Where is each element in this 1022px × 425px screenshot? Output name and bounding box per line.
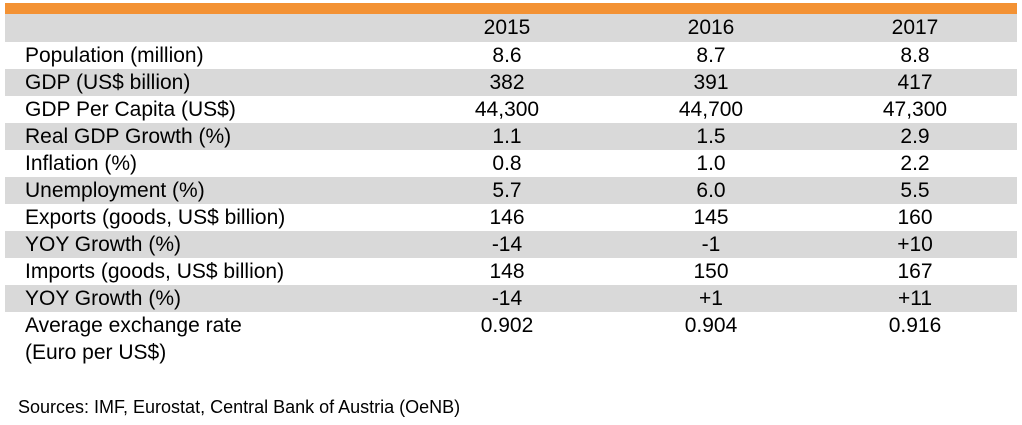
cell-2015: 146 <box>489 206 525 229</box>
header-2016: 2016 <box>687 16 735 39</box>
table-row: Average exchange rate (Euro per US$) 0.9… <box>5 312 1017 367</box>
cell-2016: 1.0 <box>696 152 726 175</box>
row-label: Imports (goods, US$ billion) <box>25 260 285 283</box>
cell-2017: 5.5 <box>900 179 930 202</box>
cell-2016: -1 <box>701 233 721 256</box>
cell-2015: 44,300 <box>474 98 540 121</box>
cell-2017: 2.2 <box>900 152 930 175</box>
cell-2016: 391 <box>693 71 729 94</box>
table-row: GDP (US$ billion) 382 391 417 <box>5 69 1017 96</box>
table-row: Exports (goods, US$ billion) 146 145 160 <box>5 204 1017 231</box>
row-label: YOY Growth (%) <box>25 233 181 256</box>
cell-2015: 0.8 <box>492 152 522 175</box>
row-label: Population (million) <box>25 44 204 67</box>
cell-2017: 47,300 <box>882 98 948 121</box>
economic-indicators-table: 2015 2016 2017 Population (million) 8.6 … <box>5 14 1017 367</box>
row-label-line-1: Average exchange rate <box>25 314 242 337</box>
row-label-line-2: (Euro per US$) <box>25 341 167 364</box>
cell-2015: 8.6 <box>492 44 522 67</box>
cell-2015: -14 <box>491 233 523 256</box>
cell-2016: +1 <box>699 287 723 310</box>
table-row: YOY Growth (%) -14 -1 +10 <box>5 231 1017 258</box>
cell-2017: 2.9 <box>900 125 930 148</box>
cell-2015: 0.902 <box>480 314 534 337</box>
cell-2016: 6.0 <box>696 179 726 202</box>
cell-2017: 8.8 <box>900 44 930 67</box>
row-label: GDP (US$ billion) <box>25 71 191 94</box>
table-row: Real GDP Growth (%) 1.1 1.5 2.9 <box>5 123 1017 150</box>
table-row: Population (million) 8.6 8.7 8.8 <box>5 42 1017 69</box>
cell-2015: 1.1 <box>492 125 522 148</box>
table-row: Inflation (%) 0.8 1.0 2.2 <box>5 150 1017 177</box>
row-label: Inflation (%) <box>25 152 138 175</box>
table-row: YOY Growth (%) -14 +1 +11 <box>5 285 1017 312</box>
row-label: Real GDP Growth (%) <box>25 125 232 148</box>
cell-2016: 150 <box>693 260 729 283</box>
cell-2017: 160 <box>897 206 933 229</box>
table-row: GDP Per Capita (US$) 44,300 44,700 47,30… <box>5 96 1017 123</box>
row-label: Unemployment (%) <box>25 179 205 202</box>
cell-2017: 0.916 <box>888 314 942 337</box>
cell-2017: +10 <box>897 233 933 256</box>
cell-2016: 145 <box>693 206 729 229</box>
cell-2015: 148 <box>489 260 525 283</box>
row-label: Exports (goods, US$ billion) <box>25 206 286 229</box>
cell-2015: 382 <box>489 71 525 94</box>
cell-2017: +11 <box>897 287 933 310</box>
row-label: YOY Growth (%) <box>25 287 181 310</box>
cell-2016: 0.904 <box>684 314 738 337</box>
row-label: Average exchange rate (Euro per US$) <box>5 312 405 366</box>
cell-2015: 5.7 <box>492 179 522 202</box>
header-2015: 2015 <box>483 16 531 39</box>
cell-2017: 167 <box>897 260 933 283</box>
table-row: Imports (goods, US$ billion) 148 150 167 <box>5 258 1017 285</box>
sources-note: Sources: IMF, Eurostat, Central Bank of … <box>18 397 461 417</box>
cell-2016: 1.5 <box>696 125 726 148</box>
table-header-row: 2015 2016 2017 <box>5 14 1017 42</box>
cell-2017: 417 <box>897 71 933 94</box>
table-row: Unemployment (%) 5.7 6.0 5.5 <box>5 177 1017 204</box>
cell-2016: 44,700 <box>678 98 744 121</box>
cell-2016: 8.7 <box>696 44 726 67</box>
accent-bar <box>5 3 1017 14</box>
cell-2015: -14 <box>491 287 523 310</box>
header-2017: 2017 <box>891 16 939 39</box>
row-label: GDP Per Capita (US$) <box>25 98 236 121</box>
